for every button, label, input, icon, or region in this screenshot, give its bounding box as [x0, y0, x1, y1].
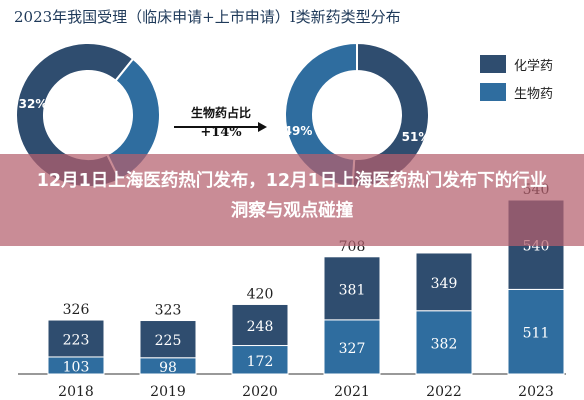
legend-label-chemical: 化学药 — [514, 58, 554, 74]
x-tick-label: 2021 — [334, 384, 370, 400]
bar-value-label: 98 — [159, 360, 177, 376]
donut-slice-label: 49% — [284, 124, 313, 138]
x-tick-label: 2022 — [426, 384, 462, 400]
bar-value-label: 225 — [155, 333, 182, 349]
chart-title: 2023年我国受理（临床申请+上市申请）I类新药类型分布 — [14, 8, 401, 26]
bar-value-label: 248 — [247, 319, 274, 335]
bar-segment-biologic — [323, 319, 381, 375]
legend-swatch-chemical — [480, 55, 506, 73]
bar-total-label: 420 — [247, 286, 274, 302]
legend: 化学药 生物药 — [480, 50, 553, 106]
bar-segment-chemical — [231, 303, 289, 347]
x-tick-label: 2019 — [150, 384, 186, 400]
bar-total-label: 326 — [63, 302, 90, 318]
bar-value-label: 103 — [63, 359, 90, 375]
bar-value-label: 382 — [431, 336, 458, 352]
donut-slice-label: 32% — [19, 97, 48, 111]
bar-value-label: 327 — [339, 341, 366, 357]
bar-value-label: 381 — [339, 282, 366, 298]
legend-swatch-biologic — [480, 83, 506, 101]
headline-overlay — [0, 154, 584, 246]
bar-total-label: 323 — [155, 303, 182, 319]
bar-segment-biologic — [231, 345, 289, 375]
x-tick-label: 2020 — [242, 384, 278, 400]
bar-segment-biologic — [507, 288, 565, 375]
bar-segment-chemical — [323, 256, 381, 321]
bar-value-label: 223 — [63, 332, 90, 348]
bar-value-label: 349 — [431, 276, 458, 292]
legend-item-chemical: 化学药 — [480, 50, 553, 78]
callout-arrow-icon — [174, 122, 267, 132]
callout-line2: +14% — [200, 125, 242, 140]
donut-slice-label: 51% — [402, 130, 431, 144]
bar-value-label: 172 — [247, 354, 274, 370]
legend-item-biologic: 生物药 — [480, 78, 553, 106]
x-tick-label: 2018 — [58, 384, 94, 400]
bar-segment-chemical — [139, 320, 197, 359]
x-tick-label: 2023 — [518, 384, 554, 400]
bar-value-label: 511 — [523, 326, 550, 342]
headline-title: 12月1日上海医药热门发布，12月1日上海医药热门发布下的行业洞察与观点碰撞 — [36, 171, 548, 221]
bar-segment-chemical — [47, 319, 105, 358]
callout-line1: 生物药占比 — [190, 106, 251, 120]
bar-segment-chemical — [415, 252, 473, 312]
bar-segment-biologic — [415, 310, 473, 375]
biologic-share-callout: 生物药占比 +14% — [168, 104, 274, 140]
legend-label-biologic: 生物药 — [514, 86, 554, 102]
